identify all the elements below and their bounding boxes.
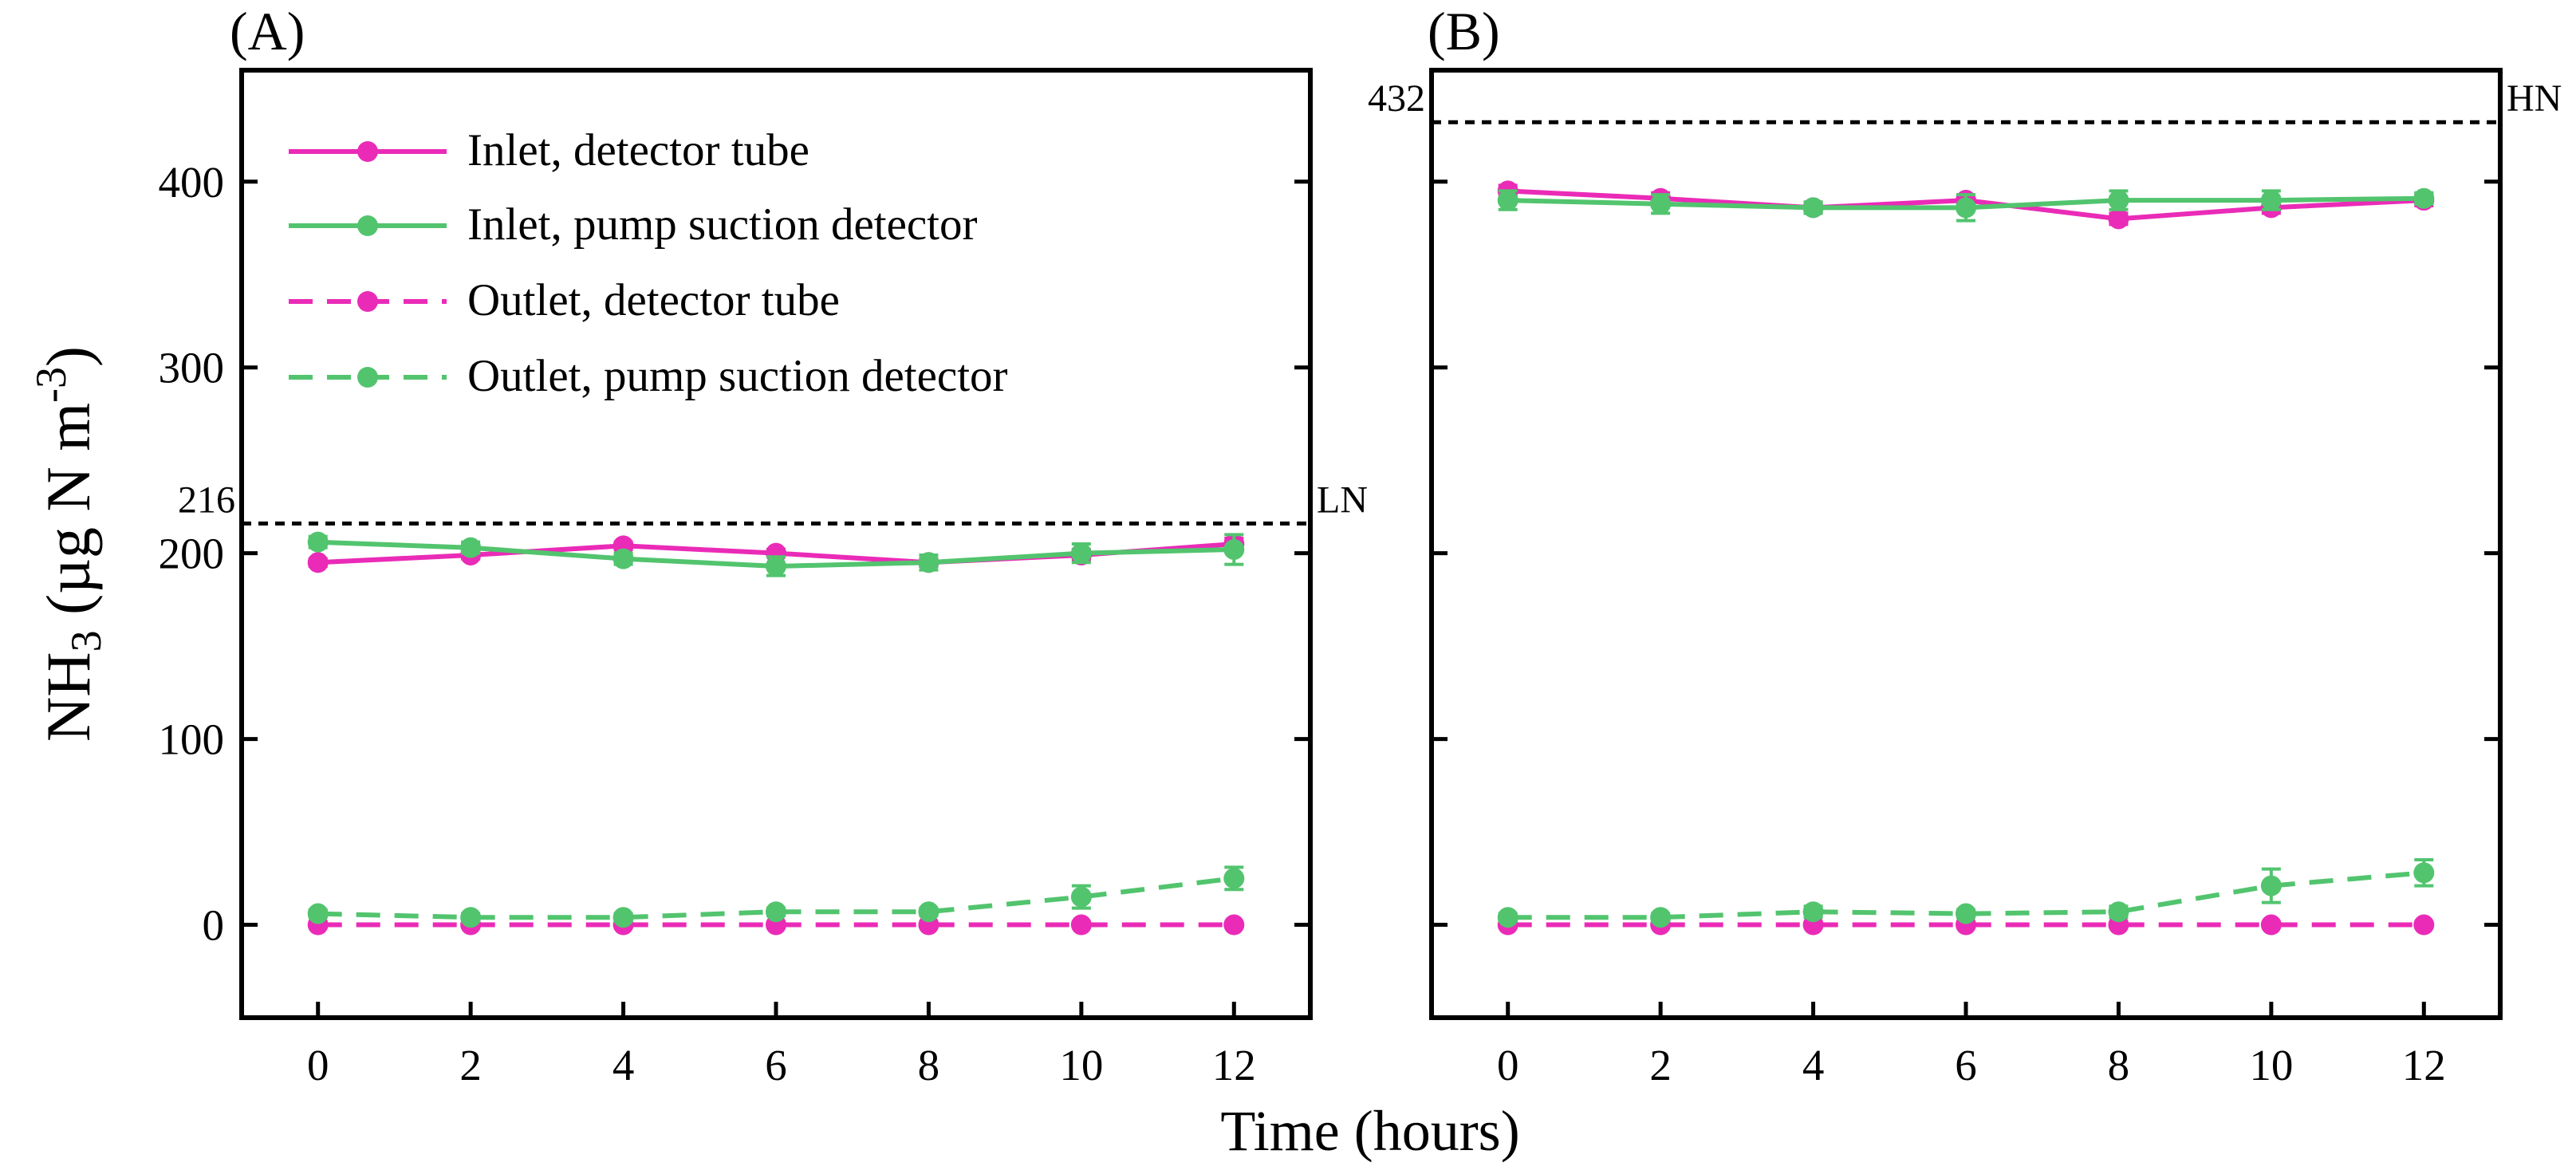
panel-a-data-point [918, 552, 939, 573]
panel-b-data-point [2413, 862, 2435, 884]
panel-b-x-tick-label: 4 [1802, 1041, 1825, 1089]
y-axis-label: NH3 (µg N m-3) [27, 346, 110, 742]
panel-a-data-point [1223, 538, 1245, 560]
panel-a-x-tick-label: 0 [307, 1041, 329, 1089]
panel-b: (B) 0 2 4 6 8 10 12 432 HN [1368, 1, 2562, 1089]
panel-b-data-point [2413, 914, 2435, 936]
panel-a-data-point [307, 903, 329, 924]
panel-a-data-point [307, 552, 329, 573]
panel-b-x-tick-label: 8 [2108, 1041, 2130, 1089]
panel-b-x-tick-label: 12 [2402, 1041, 2446, 1089]
y-axis-label-subscript: 3 [62, 630, 110, 652]
panel-b-x-tick-label: 6 [1955, 1041, 1977, 1089]
x-axis-label: Time (hours) [1220, 1099, 1519, 1163]
legend-marker-outlet-tube [357, 291, 378, 312]
panel-a: (A) 0 2 4 6 8 10 12 0 100 200 300 400 216 LN Inlet,… [159, 1, 1368, 1089]
panel-a-y-tick-label: 400 [159, 158, 225, 207]
panel-a-y-tick-label: 0 [203, 901, 225, 950]
panel-b-data-point [2108, 901, 2129, 923]
panel-b-data-point [2108, 208, 2129, 230]
panel-a-reference-label: LN [1317, 479, 1368, 521]
panel-b-x-tick-label: 10 [2249, 1041, 2293, 1089]
panel-b-data-point [2413, 187, 2435, 209]
panel-a-reference-value: 216 [178, 479, 235, 521]
panel-a-y-tick-label: 300 [159, 344, 225, 392]
panel-b-data-point [2108, 190, 2129, 211]
panel-a-x-tick-label: 4 [612, 1041, 635, 1089]
legend-label-outlet-tube: Outlet, detector tube [467, 275, 840, 325]
panel-b-data-point [1650, 193, 1672, 215]
panel-a-data-point [307, 531, 329, 553]
panel-a-title: (A) [230, 1, 305, 61]
panel-a-data-point [1070, 886, 1092, 908]
panel-b-data-point [2260, 914, 2282, 936]
panel-a-ticks: 0 2 4 6 8 10 12 0 100 200 300 400 [159, 158, 1310, 1089]
legend-item-inlet-tube: Inlet, detector tube [289, 125, 809, 175]
y-axis-label-close: ) [33, 346, 103, 367]
panel-b-data-point [2260, 875, 2282, 896]
panel-a-data-point [1070, 914, 1092, 936]
y-axis-label-superscript: -3 [27, 367, 75, 403]
y-axis-label-unit: (µg N m [33, 403, 103, 630]
panel-b-x-tick-label: 2 [1649, 1041, 1672, 1089]
panel-a-data-point [460, 907, 482, 928]
legend-marker-inlet-tube [357, 141, 378, 162]
panel-a-x-tick-label: 6 [765, 1041, 787, 1089]
panel-b-ticks: 0 2 4 6 8 10 12 [1432, 179, 2500, 1089]
panel-a-data-point [460, 537, 482, 558]
y-axis-label-base: NH [33, 652, 103, 742]
panel-a-data-point [1223, 914, 1245, 936]
panel-b-data-point [1497, 190, 1518, 211]
panel-b-data-point [1956, 197, 1976, 219]
panel-a-y-tick-label: 100 [159, 715, 225, 764]
panel-b-data-point [1497, 907, 1518, 928]
panel-a-x-tick-label: 8 [918, 1041, 940, 1089]
panel-a-data-point [766, 901, 786, 923]
panel-b-reference-label: HN [2507, 77, 2562, 120]
legend: Inlet, detector tube Inlet, pump suction… [289, 125, 1008, 401]
panel-a-data-point [1070, 542, 1092, 564]
legend-label-outlet-pump: Outlet, pump suction detector [467, 351, 1008, 401]
panel-b-reference-value: 432 [1368, 77, 1425, 120]
panel-b-data-point [1956, 903, 1976, 924]
panel-b-x-tick-label: 0 [1497, 1041, 1519, 1089]
panel-a-data-point [918, 901, 939, 923]
panel-a-x-tick-label: 10 [1059, 1041, 1103, 1089]
legend-label-inlet-pump: Inlet, pump suction detector [467, 199, 978, 250]
legend-item-outlet-pump: Outlet, pump suction detector [289, 351, 1008, 401]
legend-item-inlet-pump: Inlet, pump suction detector [289, 199, 978, 250]
legend-marker-outlet-pump [357, 367, 378, 388]
panel-a-data-point [766, 555, 786, 577]
panel-a-data-point [612, 907, 634, 928]
panel-a-data-point [1223, 868, 1245, 889]
panel-b-data-point [1650, 907, 1672, 928]
legend-label-inlet-tube: Inlet, detector tube [467, 125, 809, 175]
panel-a-data-point [612, 548, 634, 569]
panel-b-plot [1497, 180, 2435, 936]
panel-a-y-tick-label: 200 [159, 530, 225, 578]
panel-a-plot [307, 531, 1245, 936]
legend-marker-inlet-pump [357, 215, 378, 236]
panel-a-x-tick-label: 2 [459, 1041, 482, 1089]
legend-item-outlet-tube: Outlet, detector tube [289, 275, 840, 325]
panel-a-x-tick-label: 12 [1212, 1041, 1256, 1089]
panel-b-data-point [1802, 901, 1824, 923]
panel-b-data-point [1802, 197, 1824, 219]
panel-b-title: (B) [1428, 1, 1500, 61]
panel-b-data-point [2260, 190, 2282, 211]
